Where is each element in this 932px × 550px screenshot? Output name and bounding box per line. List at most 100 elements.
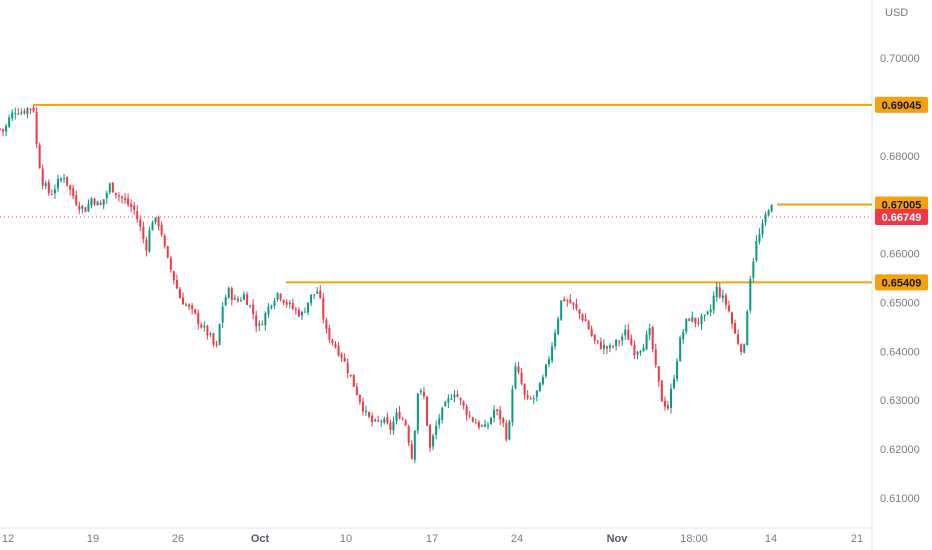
candlestick	[493, 405, 496, 423]
candlestick	[194, 308, 197, 315]
candlestick	[96, 200, 99, 206]
candlestick	[764, 211, 767, 226]
svg-text:0.69045: 0.69045	[882, 100, 922, 112]
candlestick	[734, 319, 737, 334]
candlestick	[761, 219, 764, 238]
candlestick	[316, 287, 319, 295]
candlestick	[654, 343, 657, 369]
candlestick	[480, 424, 483, 428]
candlestick	[712, 291, 715, 315]
y-tick-label: 0.65000	[880, 297, 920, 309]
candlestick	[496, 408, 499, 416]
candlestick	[322, 292, 325, 324]
horizontal-levels	[0, 103, 872, 284]
candlestick	[368, 411, 371, 419]
candlestick	[462, 400, 465, 410]
candlestick	[529, 395, 532, 400]
candlestick	[90, 196, 93, 209]
candlestick	[502, 417, 505, 428]
candlestick	[139, 215, 142, 232]
candlestick	[471, 416, 474, 423]
candlestick	[703, 314, 706, 322]
price-axis[interactable]: USD 0.70000 0.68000 0.66000 0.65000 0.64000 0…	[880, 7, 920, 505]
candlestick	[694, 317, 697, 328]
candlestick	[615, 339, 618, 351]
candlestick	[313, 294, 316, 299]
candlestick	[331, 338, 334, 346]
candlestick	[343, 353, 346, 362]
candlestick	[709, 304, 712, 317]
candlestick	[105, 190, 108, 204]
candlestick	[526, 390, 529, 401]
candlestick	[554, 329, 557, 350]
candlestick	[0, 128, 1, 131]
candlestick	[422, 386, 425, 400]
candlestick	[60, 176, 62, 183]
candlestick	[93, 197, 96, 207]
candlestick	[609, 343, 611, 353]
candlestick	[743, 343, 746, 354]
candlestick	[361, 397, 364, 416]
candlestick	[185, 302, 188, 307]
candlestick	[599, 337, 602, 350]
candlestick	[618, 339, 621, 347]
candlestick	[450, 393, 453, 400]
candlestick	[325, 317, 328, 334]
candlestick	[365, 405, 367, 416]
candlestick	[163, 233, 166, 249]
candlestick	[624, 324, 627, 340]
candlestick	[99, 200, 102, 206]
candlestick	[304, 307, 306, 313]
candlestick	[535, 390, 538, 402]
candlestick	[459, 397, 462, 406]
candlestick	[66, 176, 69, 188]
candlestick	[511, 385, 514, 427]
candlestick	[416, 393, 419, 435]
candlestick	[35, 107, 38, 149]
candlestick	[258, 320, 261, 331]
x-tick-label: 19	[87, 533, 99, 545]
candlestick	[209, 331, 212, 338]
y-tick-label: 0.62000	[880, 444, 920, 456]
svg-text:0.66749: 0.66749	[882, 212, 922, 224]
candlestick	[38, 142, 41, 169]
candlestick	[157, 215, 160, 231]
time-axis[interactable]: 12 19 26 Oct 10 17 24 Nov 18:00 14 21	[2, 533, 863, 545]
candlestick	[718, 282, 721, 299]
candlestick	[133, 201, 136, 215]
candlestick	[212, 332, 215, 347]
candlestick	[337, 342, 340, 357]
y-tick-label: 0.68000	[880, 151, 920, 163]
candlestick	[660, 380, 663, 402]
candlestick	[197, 309, 200, 330]
y-tick-label: 0.70000	[880, 53, 920, 65]
candlestick	[407, 424, 410, 446]
candlestick	[41, 164, 44, 190]
candlestick	[154, 217, 157, 225]
candlestick	[404, 418, 407, 427]
candlestick	[724, 293, 727, 310]
candlestick	[676, 357, 679, 382]
candlestick	[8, 114, 11, 129]
candlestick	[255, 310, 258, 333]
candlestick	[328, 324, 331, 344]
candlestick	[53, 184, 56, 200]
candlestick	[395, 408, 398, 425]
candlestick	[642, 343, 645, 352]
candlestick	[706, 310, 709, 316]
candlestick	[29, 108, 32, 115]
candlestick	[75, 190, 78, 207]
candlestick	[355, 382, 358, 396]
x-tick-label: 12	[2, 533, 14, 545]
candlestick	[188, 303, 191, 311]
candlestick	[371, 412, 374, 427]
candlestick	[191, 303, 194, 315]
candlestick	[224, 294, 227, 306]
candlestick	[508, 419, 511, 441]
level-price-label: 0.65409	[875, 274, 928, 291]
candlestick	[487, 421, 489, 430]
candlestick	[32, 104, 35, 113]
candlestick	[453, 389, 456, 403]
candlestick	[569, 294, 572, 304]
